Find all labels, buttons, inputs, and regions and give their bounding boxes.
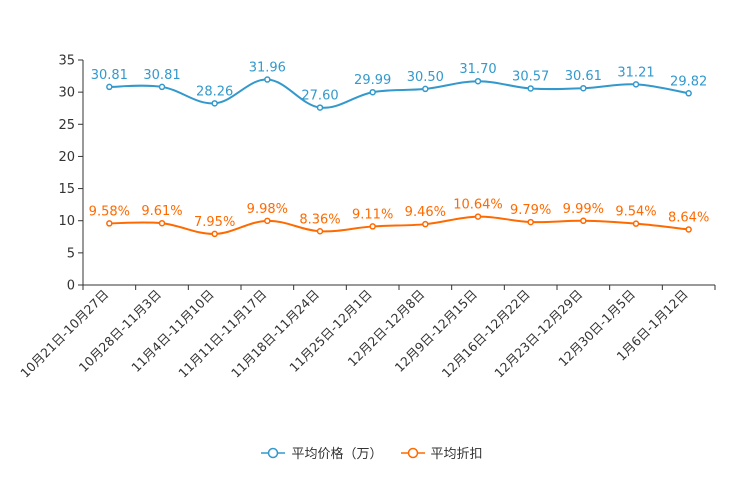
data-label: 30.81 xyxy=(91,68,128,83)
data-label: 8.64% xyxy=(668,210,709,225)
data-point[interactable] xyxy=(369,223,376,230)
data-label: 9.11% xyxy=(352,207,393,222)
data-point[interactable] xyxy=(211,100,218,107)
data-point[interactable] xyxy=(211,230,218,238)
data-point[interactable] xyxy=(158,83,166,91)
data-point[interactable] xyxy=(580,217,587,225)
data-point[interactable] xyxy=(685,90,692,97)
x-tick-label: 11月18日-11月24日 xyxy=(228,287,322,381)
data-label: 31.21 xyxy=(617,65,654,80)
data-label: 30.81 xyxy=(143,68,180,83)
x-tick-label: 12月23日-12月29日 xyxy=(491,287,585,381)
y-tick-label: 0 xyxy=(67,279,75,294)
data-label: 9.98% xyxy=(247,202,288,217)
data-label: 9.54% xyxy=(615,205,656,220)
data-point[interactable] xyxy=(632,220,640,227)
data-point[interactable] xyxy=(264,217,271,225)
line-chart: 0510152025303510月21日-10月27日10月28日-11月3日1… xyxy=(17,54,716,381)
data-label: 28.26 xyxy=(196,84,233,99)
x-tick-label: 11月11日-11月17日 xyxy=(175,287,269,381)
data-point[interactable] xyxy=(527,85,534,92)
y-tick-label: 5 xyxy=(67,246,75,261)
data-label: 9.99% xyxy=(563,202,604,217)
legend-item-avg-price[interactable]: 平均价格（万） xyxy=(261,443,383,462)
data-label: 30.57 xyxy=(512,69,549,84)
data-label: 31.96 xyxy=(249,61,286,76)
legend-line-circle-icon xyxy=(261,447,286,458)
data-label: 30.50 xyxy=(407,70,444,85)
data-point[interactable] xyxy=(106,83,113,91)
data-label: 31.70 xyxy=(459,62,496,77)
data-point[interactable] xyxy=(632,81,640,88)
data-label: 9.58% xyxy=(89,204,130,219)
x-tick-label: 10月21日-10月27日 xyxy=(17,287,111,381)
data-label: 27.60 xyxy=(301,89,338,104)
y-tick-label: 20 xyxy=(58,150,75,165)
data-point[interactable] xyxy=(264,76,271,83)
legend-item-avg-discount[interactable]: 平均折扣 xyxy=(400,443,483,462)
series-line-avg-discount xyxy=(109,215,689,235)
y-tick-label: 35 xyxy=(58,54,75,69)
data-label: 7.95% xyxy=(194,215,235,230)
data-point[interactable] xyxy=(474,213,482,220)
data-label: 30.61 xyxy=(565,69,602,84)
data-label: 9.79% xyxy=(510,203,551,218)
data-point[interactable] xyxy=(527,218,534,226)
x-tick-label: 12月16日-12月22日 xyxy=(439,287,533,381)
legend-label-avg-price: 平均价格（万） xyxy=(291,447,383,462)
data-point[interactable] xyxy=(106,220,113,227)
data-point[interactable] xyxy=(316,228,324,235)
data-label: 9.61% xyxy=(141,204,182,219)
data-label: 29.82 xyxy=(670,74,707,89)
y-tick-label: 25 xyxy=(58,118,75,133)
data-point[interactable] xyxy=(422,85,429,93)
data-point[interactable] xyxy=(369,88,376,96)
data-point[interactable] xyxy=(685,226,692,233)
data-label: 8.36% xyxy=(299,212,340,227)
legend-label-avg-discount: 平均折扣 xyxy=(430,447,483,462)
data-point[interactable] xyxy=(474,77,482,85)
data-point[interactable] xyxy=(422,220,429,228)
y-tick-label: 10 xyxy=(58,214,75,229)
data-point[interactable] xyxy=(316,104,324,111)
data-point[interactable] xyxy=(580,84,587,92)
data-label: 9.46% xyxy=(405,205,446,220)
data-label: 10.64% xyxy=(453,198,503,213)
legend: 平均价格（万） 平均折扣 xyxy=(0,443,744,462)
data-label: 29.99 xyxy=(354,73,391,88)
y-tick-label: 30 xyxy=(58,86,75,101)
y-tick-label: 15 xyxy=(58,182,75,197)
data-point[interactable] xyxy=(158,219,166,227)
legend-line-circle-icon xyxy=(400,447,425,458)
